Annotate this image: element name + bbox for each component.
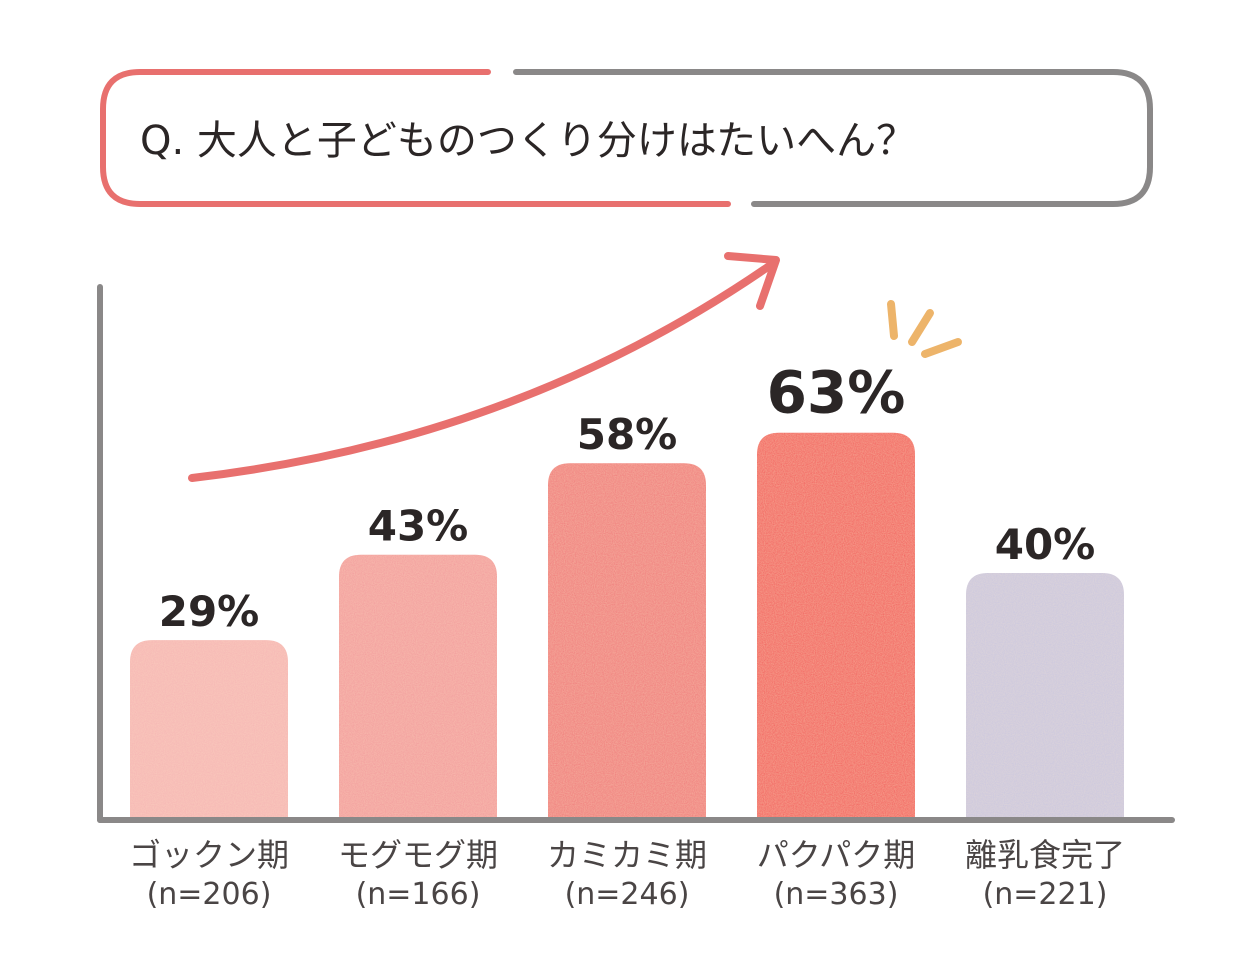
bar-2 (339, 554, 497, 817)
highlight-sparks (887, 300, 962, 358)
bar-3 (548, 463, 706, 817)
spark-2 (908, 309, 934, 346)
trend-arrow-head (724, 252, 780, 310)
value-label-1: 29% (159, 587, 260, 636)
bar-4 (757, 432, 915, 817)
category-label-2: モグモグ期 (338, 836, 498, 874)
category-label-4: パクパク期 (757, 836, 915, 874)
bars (130, 432, 1124, 817)
value-label-4: 63% (767, 359, 906, 427)
trend-arrow-curve (188, 258, 779, 482)
sample-size-label-2: (n=166) (356, 877, 481, 912)
value-label-3: 58% (577, 410, 678, 459)
title-frame (100, 69, 1153, 207)
sample-size-label-5: (n=221) (983, 877, 1108, 912)
bar-5 (966, 573, 1124, 817)
chart-title: Q. 大人と子どものつくり分けはたいへん？ (140, 118, 916, 164)
title-frame-right (513, 69, 1153, 207)
sample-size-label-1: (n=206) (147, 877, 272, 912)
value-label-5: 40% (995, 520, 1096, 569)
bar-1 (130, 640, 288, 817)
sample-size-label-4: (n=363) (774, 877, 899, 912)
axes (97, 284, 1175, 823)
category-label-5: 離乳食完了 (965, 836, 1125, 874)
title-frame-left (100, 69, 731, 207)
sample-size-label-3: (n=246) (565, 877, 690, 912)
spark-1 (887, 300, 898, 340)
category-label-1: ゴックン期 (129, 836, 289, 874)
spark-3 (921, 338, 962, 358)
category-labels: ゴックン期(n=206) モグモグ期(n=166) カミカミ期(n=246) パクパク… (129, 836, 1125, 912)
category-label-3: カミカミ期 (547, 836, 707, 874)
value-label-2: 43% (368, 502, 469, 551)
trend-arrow (188, 252, 780, 482)
value-labels: 29% 43% 58% 63% 40% (159, 359, 1096, 636)
